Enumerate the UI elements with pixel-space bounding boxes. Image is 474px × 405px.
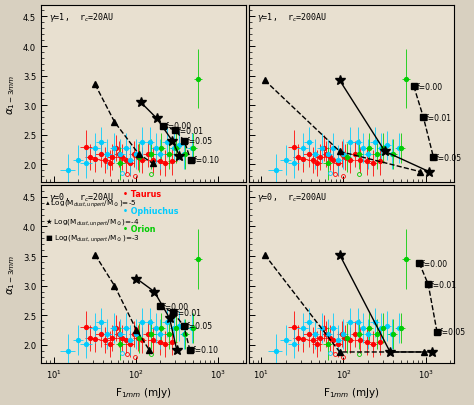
Text: • Taurus: • Taurus bbox=[123, 189, 161, 198]
Text: $\blacksquare$ Log(M$_{dust,unpert}$/M$_\odot$)=-3: $\blacksquare$ Log(M$_{dust,unpert}$/M$_… bbox=[45, 233, 140, 245]
Text: $\gamma$=1,  r$_c$=20AU: $\gamma$=1, r$_c$=20AU bbox=[49, 11, 115, 24]
Text: f=0.01: f=0.01 bbox=[426, 113, 452, 122]
Text: $\bigstar$ Log(M$_{dust,unpert}$/M$_\odot$)=-4: $\bigstar$ Log(M$_{dust,unpert}$/M$_\odo… bbox=[45, 215, 140, 228]
Text: $\blacktriangle$ Log(M$_{dust,unpert}$/M$_\odot$)=-5: $\blacktriangle$ Log(M$_{dust,unpert}$/M… bbox=[45, 198, 137, 209]
Text: f=0.10: f=0.10 bbox=[193, 156, 219, 165]
Text: f=0.05: f=0.05 bbox=[187, 322, 213, 330]
Text: f=0.05: f=0.05 bbox=[436, 153, 462, 162]
X-axis label: F$_{1mm}$ (mJy): F$_{1mm}$ (mJy) bbox=[323, 386, 380, 399]
Text: f=0.05: f=0.05 bbox=[187, 137, 213, 146]
Y-axis label: $\alpha_{1-3mm}$: $\alpha_{1-3mm}$ bbox=[6, 74, 18, 114]
Text: f=0.01: f=0.01 bbox=[178, 126, 204, 135]
Text: f=0.00: f=0.00 bbox=[422, 259, 448, 268]
Text: f=0.10: f=0.10 bbox=[192, 345, 219, 354]
Text: f=0.01: f=0.01 bbox=[176, 308, 202, 317]
Text: f=0.01: f=0.01 bbox=[431, 280, 457, 289]
Text: f=0.00: f=0.00 bbox=[166, 122, 192, 131]
Text: $\gamma$=0,  r$_c$=200AU: $\gamma$=0, r$_c$=200AU bbox=[257, 191, 328, 204]
Text: f=0.00: f=0.00 bbox=[163, 302, 189, 311]
Text: $\gamma$=0,  r$_c$=20AU: $\gamma$=0, r$_c$=20AU bbox=[49, 191, 115, 204]
X-axis label: F$_{1mm}$ (mJy): F$_{1mm}$ (mJy) bbox=[115, 386, 172, 399]
Y-axis label: $\alpha_{1-3mm}$: $\alpha_{1-3mm}$ bbox=[6, 254, 18, 294]
Text: • Ophiuchus: • Ophiuchus bbox=[123, 207, 179, 216]
Text: $\gamma$=1,  r$_c$=200AU: $\gamma$=1, r$_c$=200AU bbox=[257, 11, 328, 24]
Text: • Orion: • Orion bbox=[123, 224, 155, 234]
Text: f=0.00: f=0.00 bbox=[417, 83, 443, 92]
Text: f=0.05: f=0.05 bbox=[440, 328, 466, 337]
